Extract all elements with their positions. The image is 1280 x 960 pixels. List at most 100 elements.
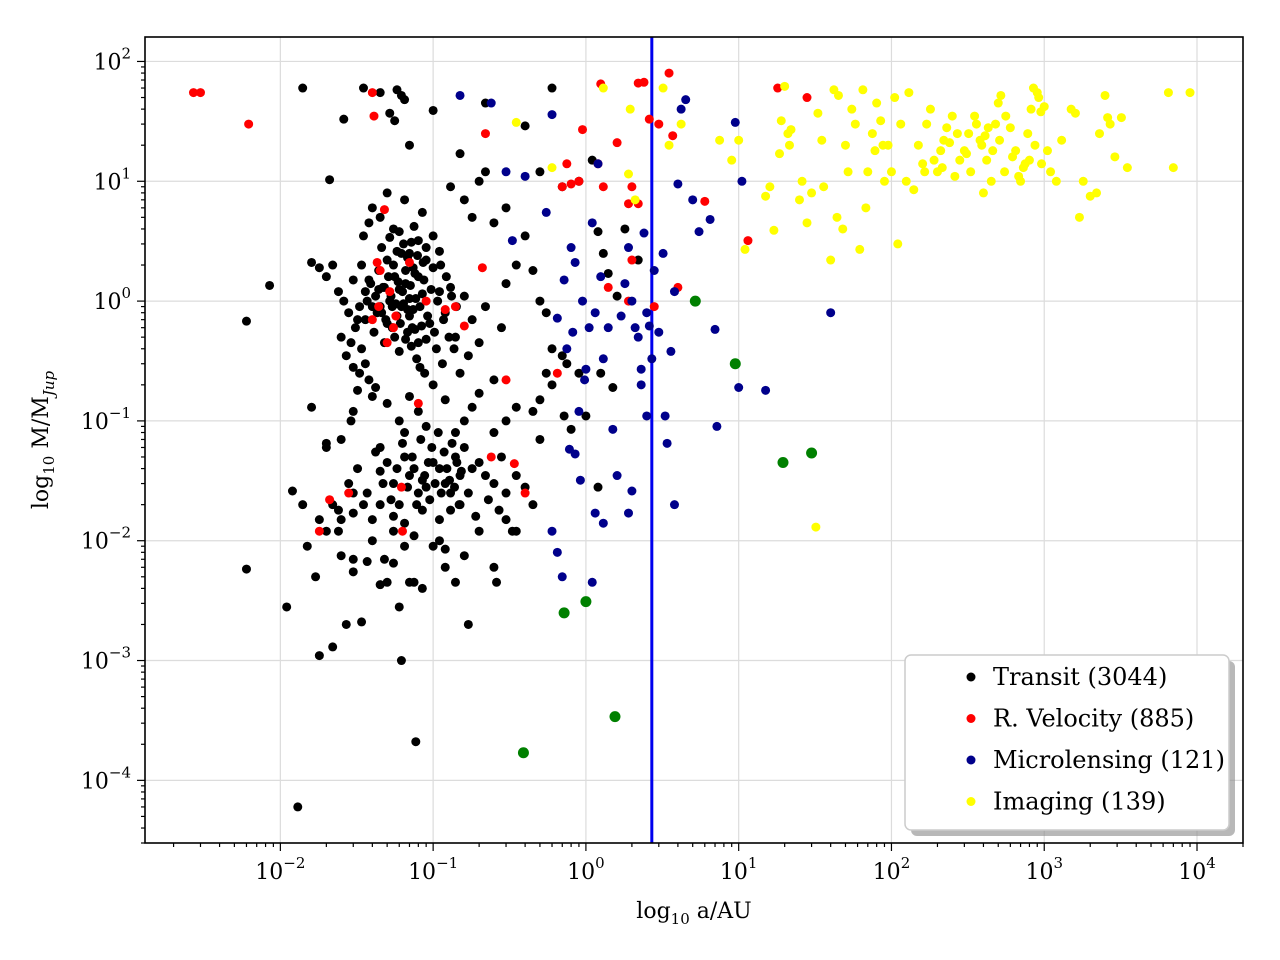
data-point <box>496 452 506 462</box>
data-point <box>293 802 303 812</box>
data-point <box>385 287 395 297</box>
data-point <box>336 434 346 444</box>
data-point <box>321 442 331 452</box>
data-point <box>666 346 676 356</box>
data-point <box>511 117 521 127</box>
data-point <box>673 179 683 189</box>
data-point <box>806 447 818 459</box>
data-point <box>1074 212 1084 222</box>
data-point <box>776 116 786 126</box>
data-point <box>937 163 947 173</box>
data-point <box>1116 113 1126 123</box>
data-point <box>348 567 358 577</box>
data-point <box>669 287 679 297</box>
data-point <box>1014 171 1024 181</box>
data-point <box>580 596 592 608</box>
data-point <box>664 68 674 78</box>
data-point <box>962 149 972 159</box>
data-point <box>480 129 490 139</box>
data-point <box>348 554 358 564</box>
data-point <box>409 531 419 541</box>
data-point <box>413 236 423 246</box>
data-point <box>668 131 678 141</box>
data-point <box>966 167 976 177</box>
data-point <box>375 500 385 510</box>
data-point <box>863 167 873 177</box>
data-point <box>729 358 741 370</box>
data-point <box>988 146 998 156</box>
data-point <box>982 155 992 165</box>
data-point <box>434 515 444 525</box>
data-point <box>676 119 686 129</box>
data-point <box>348 406 358 416</box>
data-point <box>947 111 957 121</box>
data-point <box>564 444 574 454</box>
data-point <box>593 159 603 169</box>
x-tick-label: 10−2 <box>255 854 305 885</box>
data-point <box>401 266 411 276</box>
data-point <box>901 176 911 186</box>
data-point <box>578 125 588 135</box>
data-point <box>608 424 618 434</box>
data-point <box>489 218 499 228</box>
data-point <box>372 257 382 267</box>
data-point <box>1024 155 1034 165</box>
data-point <box>404 311 414 321</box>
y-tick-label: 10−1 <box>81 404 131 435</box>
data-point <box>467 402 477 412</box>
data-point <box>559 411 569 421</box>
data-point <box>346 338 356 348</box>
data-point <box>509 459 519 469</box>
data-point <box>978 188 988 198</box>
data-point <box>387 302 397 312</box>
data-point <box>421 421 431 431</box>
data-point <box>929 155 939 165</box>
data-point <box>409 577 419 587</box>
data-point <box>410 324 420 334</box>
data-point <box>369 327 379 337</box>
data-point <box>977 140 987 150</box>
data-point <box>489 562 499 572</box>
data-point <box>1100 90 1110 100</box>
data-point <box>314 651 324 661</box>
data-point <box>777 456 789 468</box>
data-point <box>439 315 449 325</box>
data-point <box>416 434 426 444</box>
data-point <box>986 176 996 186</box>
data-point <box>552 313 562 323</box>
data-point <box>616 311 626 321</box>
data-point <box>1001 111 1011 121</box>
data-point <box>740 244 750 254</box>
data-point <box>341 351 351 361</box>
data-point <box>413 251 423 261</box>
data-point <box>644 321 654 331</box>
data-point <box>647 354 657 364</box>
data-point <box>644 114 654 124</box>
data-point <box>413 272 423 282</box>
y-tick-labels: 10−4 10−3 10−2 10−1 100 101 102 <box>81 44 131 794</box>
data-point <box>407 452 417 462</box>
data-point <box>404 391 414 401</box>
data-point <box>431 344 441 354</box>
data-point <box>358 83 368 93</box>
data-point <box>562 344 572 354</box>
series-highlight <box>517 295 818 759</box>
data-point <box>773 83 783 93</box>
data-point <box>392 464 402 474</box>
data-point <box>298 83 308 93</box>
data-point <box>761 385 771 395</box>
data-point <box>593 482 603 492</box>
data-point <box>993 98 1003 108</box>
data-point <box>474 526 484 536</box>
data-point <box>727 155 737 165</box>
data-point <box>649 266 659 276</box>
data-point <box>1018 163 1028 173</box>
data-point <box>388 526 398 536</box>
data-point <box>467 464 477 474</box>
data-point <box>391 311 401 321</box>
data-point <box>397 526 407 536</box>
data-point <box>743 236 753 246</box>
data-point <box>541 308 551 318</box>
data-point <box>535 434 545 444</box>
data-point <box>609 711 621 723</box>
